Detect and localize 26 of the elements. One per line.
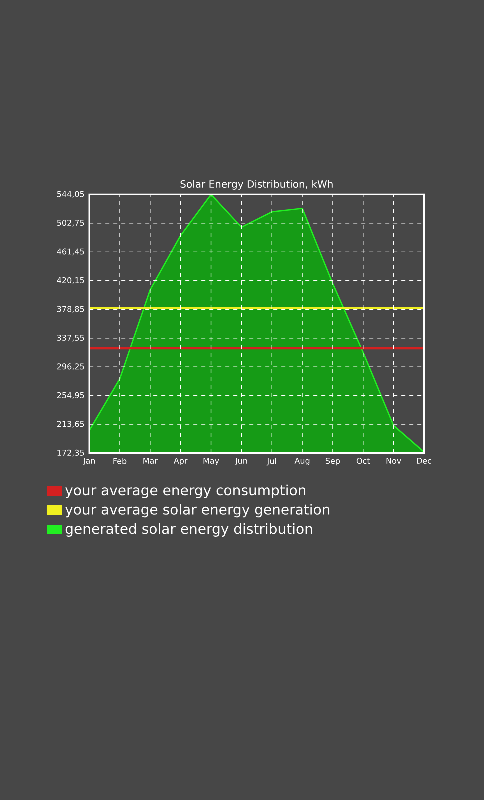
x-tick-label: May [204, 458, 220, 466]
y-tick-label: 502,75 [57, 220, 84, 227]
legend-label: your average solar energy generation [65, 504, 330, 518]
y-tick-label: 172,35 [58, 450, 84, 457]
x-tick-label: Aug [294, 458, 310, 466]
legend-label: generated solar energy distribution [66, 523, 312, 537]
legend-label: your average energy consumption [65, 484, 306, 498]
x-tick-label: Jan [82, 458, 95, 466]
y-tick-label: 544,05 [57, 191, 84, 198]
y-tick-label: 296,25 [57, 364, 84, 371]
x-tick-label: Dec [417, 458, 432, 464]
y-tick-label: 254,95 [57, 392, 84, 400]
y-tick-label: 461,45 [57, 248, 84, 256]
x-tick-label: Jun [234, 458, 248, 466]
y-tick-label: 337,55 [57, 334, 84, 342]
x-tick-label: Apr [174, 458, 188, 466]
x-tick-label: Mar [144, 458, 158, 464]
y-tick-label: 420,15 [57, 277, 84, 284]
x-tick-label: Oct [356, 458, 370, 464]
x-tick-label: Sep [326, 458, 340, 466]
y-tick-label: 378,85 [57, 306, 84, 314]
x-tick-label: Jul [266, 458, 276, 466]
x-tick-label: Feb [114, 458, 127, 464]
chart-title: Solar Energy Distribution, kWh [180, 180, 333, 190]
x-tick-label: Nov [386, 458, 402, 464]
y-tick-label: 213,65 [57, 421, 84, 428]
